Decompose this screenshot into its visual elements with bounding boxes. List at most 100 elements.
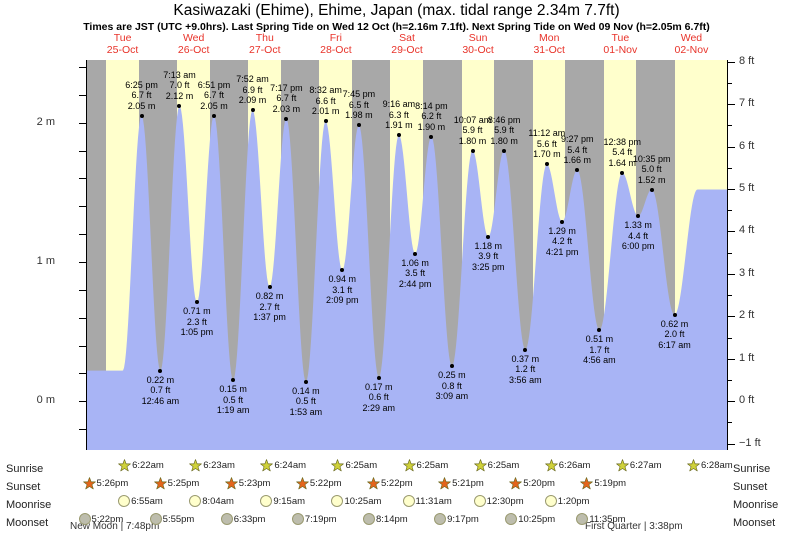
day-header-1: Wed 26-Oct <box>154 32 234 56</box>
tick-feet <box>728 61 735 63</box>
moonset-cell-1: 5:55pm <box>149 513 194 525</box>
day-header-row: Tue 25-Oct Wed 26-Oct Thu 27-Oct Fri 28-Oct Sat 2… <box>87 32 727 60</box>
day-header-dow: Thu <box>255 32 274 44</box>
row-label-sunset-left: Sunset <box>6 481 41 493</box>
tide-label-line-2: 1.91 m <box>385 120 413 131</box>
tide-label-low-29: 0.62 m 2.0 ft 6:17 am <box>641 319 709 351</box>
tide-label-line-1: 2.7 ft <box>259 301 280 312</box>
tide-label-line-2: 1.66 m <box>563 155 591 166</box>
day-header-0: Tue 25-Oct <box>83 32 163 56</box>
row-label-sunrise-left: Sunrise <box>6 463 44 475</box>
day-header-date: 30-Oct <box>462 44 494 56</box>
tide-label-high-6: 7:52 am 6.9 ft 2.09 m <box>219 74 287 106</box>
sunset-star-icon <box>224 477 238 490</box>
tide-label-line-2: 1.98 m <box>345 110 373 121</box>
tide-point-low-15 <box>413 251 418 256</box>
moonrise-moon-icon <box>118 495 131 507</box>
tide-area <box>87 106 727 450</box>
tick-feet <box>728 422 732 424</box>
moonrise-cell-1: 8:04am <box>189 495 234 507</box>
tide-point-low-21 <box>523 347 528 352</box>
sunset-time: 5:23pm <box>238 478 271 489</box>
day-header-date: 31-Oct <box>533 44 565 56</box>
tick-feet <box>728 273 735 275</box>
tide-label-line-2: 1:19 am <box>216 405 250 416</box>
page-subtitle: Times are JST (UTC +9.0hrs). Last Spring… <box>83 21 710 33</box>
sunset-time: 5:22pm <box>381 478 413 489</box>
tide-point-high-0 <box>139 113 144 118</box>
moonrise-moon-icon <box>473 495 486 507</box>
row-label-sunrise-right: Sunrise <box>733 463 771 475</box>
tide-label-low-13: 0.17 m 0.6 ft 2:29 am <box>345 382 413 414</box>
tide-label-line-0: 9:27 pm <box>560 134 594 145</box>
sunset-time: 5:20pm <box>523 478 555 489</box>
moonrise-time: 6:55am <box>131 495 163 507</box>
sunrise-cell-8: 6:28am <box>687 459 733 472</box>
tick-feet <box>728 82 732 84</box>
sunrise-star-icon <box>402 459 416 472</box>
tick-feet <box>728 146 735 148</box>
moonrise-time: 8:04am <box>202 495 234 507</box>
tide-point-high-2 <box>177 103 182 108</box>
sunset-cell-6: 5:20pm <box>509 477 555 490</box>
tick-feet <box>728 104 735 106</box>
moonset-cell-2: 6:33pm <box>220 513 266 525</box>
sunrise-time: 6:25am <box>416 460 449 471</box>
moonrise-time: 1:20pm <box>557 495 590 507</box>
sunrise-cell-4: 6:25am <box>402 459 449 472</box>
tide-label-line-0: 0.25 m <box>438 370 466 381</box>
tide-label-line-2: 2:09 pm <box>325 295 359 306</box>
moonset-cell-5: 9:17pm <box>434 513 479 525</box>
moonset-moon-icon <box>220 513 233 525</box>
tide-label-line-1: 4.2 ft <box>552 236 573 247</box>
tide-label-line-0: 1.06 m <box>401 257 429 268</box>
tide-label-line-1: 0.7 ft <box>150 385 171 396</box>
tide-label-high-14: 9:16 am 6.3 ft 1.91 m <box>365 99 433 131</box>
tick-meter <box>79 317 86 319</box>
tide-label-line-2: 1.80 m <box>458 135 487 146</box>
day-header-dow: Tue <box>113 32 132 44</box>
tick-meter <box>79 289 86 291</box>
tide-label-high-24: 9:27 pm 5.4 ft 1.66 m <box>543 134 611 166</box>
sunrise-time: 6:23am <box>203 460 235 471</box>
tide-label-high-22: 11:12 am 5.6 ft 1.70 m <box>513 128 581 160</box>
tide-point-low-25 <box>597 328 602 333</box>
axis-label-feet-1: 1 ft <box>739 351 755 364</box>
tide-label-line-1: 5.4 ft <box>567 144 588 155</box>
sunset-time: 5:26pm <box>96 478 129 489</box>
day-header-date: 02-Nov <box>674 44 709 56</box>
moonset-moon-icon <box>291 513 304 525</box>
tide-label-line-2: 3:25 pm <box>471 261 505 272</box>
tide-label-line-0: 8:14 pm <box>415 100 448 111</box>
tide-label-line-0: 12:38 pm <box>603 136 641 147</box>
moonset-moon-icon <box>363 513 375 525</box>
axis-label-feet-2: 2 ft <box>739 309 755 322</box>
sunset-star-icon <box>509 477 523 490</box>
sunrise-time: 6:26am <box>558 460 591 471</box>
tide-label-line-1: 6.2 ft <box>421 111 442 122</box>
sunset-star-icon <box>296 477 309 490</box>
sunrise-star-icon <box>687 459 700 472</box>
tick-meter <box>79 373 86 375</box>
moonset-time: 6:33pm <box>233 513 266 525</box>
tide-label-line-0: 10:07 am <box>453 114 492 125</box>
axis-label-feet-0: 0 ft <box>739 394 755 407</box>
moonset-moon-icon <box>434 513 447 525</box>
sunrise-time: 6:25am <box>345 460 378 471</box>
tide-label-low-15: 1.06 m 3.5 ft 2:44 pm <box>381 258 449 290</box>
moonset-cell-0: 5:22pm <box>78 513 123 525</box>
tide-label-line-0: 7:45 pm <box>342 89 376 100</box>
tick-feet <box>728 252 732 254</box>
tide-point-low-17 <box>449 364 454 369</box>
tide-label-high-4: 6:51 pm 6.7 ft 2.05 m <box>180 80 248 112</box>
tide-label-line-0: 0.82 m <box>255 291 284 302</box>
moonrise-moon-icon <box>331 495 344 507</box>
axis-label-feet-5: 5 ft <box>739 181 755 194</box>
tick-meter <box>79 178 86 180</box>
sunset-time: 5:22pm <box>309 478 342 489</box>
moonrise-time: 11:31am <box>415 495 452 507</box>
day-header-7: Tue 01-Nov <box>580 32 660 56</box>
tide-label-line-1: 6.6 ft <box>315 95 336 106</box>
sunset-cell-1: 5:25pm <box>153 477 199 490</box>
